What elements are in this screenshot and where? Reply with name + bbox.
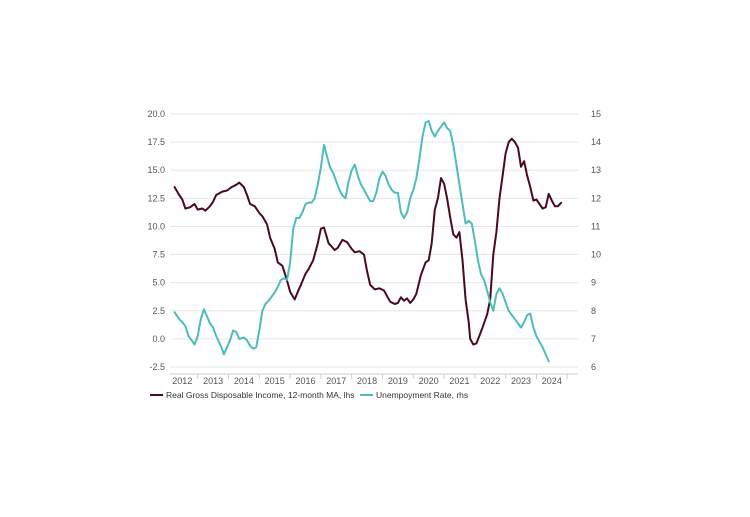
- x-tick-label: 2017: [326, 376, 346, 386]
- right-tick-label: 12: [591, 193, 601, 203]
- right-tick-label: 8: [591, 306, 596, 316]
- left-axis: -2.5 0.0 2.5 5.0 7.5 10.0 12.5 15.0 17.5 20.0: [147, 109, 165, 372]
- left-tick-label: 12.5: [147, 193, 165, 203]
- right-tick-label: 14: [591, 137, 601, 147]
- x-tick-label: 2013: [203, 376, 223, 386]
- x-tick-label: 2023: [511, 376, 531, 386]
- left-tick-label: 10.0: [147, 221, 165, 231]
- left-tick-label: 5.0: [152, 278, 165, 288]
- left-tick-label: 20.0: [147, 109, 165, 119]
- right-tick-label: 11: [591, 221, 600, 231]
- left-tick-label: 0.0: [152, 334, 165, 344]
- series-line-income: [173, 137, 563, 346]
- left-tick-label: 17.5: [147, 137, 165, 147]
- left-tick-label: 2.5: [152, 306, 165, 316]
- series-lines: [173, 120, 563, 363]
- series-line-unemployment: [173, 120, 550, 363]
- right-tick-label: 6: [591, 362, 596, 372]
- x-tick-label: 2024: [542, 376, 562, 386]
- left-tick-label: 15.0: [147, 165, 165, 175]
- x-tick-label: 2020: [419, 376, 439, 386]
- x-tick-label: 2022: [480, 376, 500, 386]
- left-tick-label: -2.5: [149, 362, 165, 372]
- right-tick-label: 7: [591, 334, 596, 344]
- right-axis: 6 7 8 9 10 11 12 13 14 15: [591, 109, 601, 372]
- left-tick-label: 7.5: [152, 250, 165, 260]
- right-tick-label: 9: [591, 278, 596, 288]
- x-tick-label: 2014: [234, 376, 254, 386]
- x-tick-label: 2012: [172, 376, 192, 386]
- legend-label-unemployment: Unempoyment Rate, rhs: [376, 390, 468, 400]
- x-axis: 2012 2013 2014 2015 2016 2017 2018 2019 2020 2021…: [170, 373, 578, 386]
- x-tick-label: 2015: [265, 376, 285, 386]
- legend-label-income: Real Gross Disposable Income, 12-month M…: [166, 390, 355, 400]
- x-tick-label: 2018: [357, 376, 377, 386]
- right-tick-label: 13: [591, 165, 601, 175]
- x-tick-label: 2019: [388, 376, 408, 386]
- legend: Real Gross Disposable Income, 12-month M…: [150, 390, 468, 400]
- right-tick-label: 15: [591, 109, 601, 119]
- right-tick-label: 10: [591, 250, 601, 260]
- grid-lines: [170, 113, 578, 368]
- x-tick-label: 2021: [449, 376, 469, 386]
- x-tick-label: 2016: [295, 376, 315, 386]
